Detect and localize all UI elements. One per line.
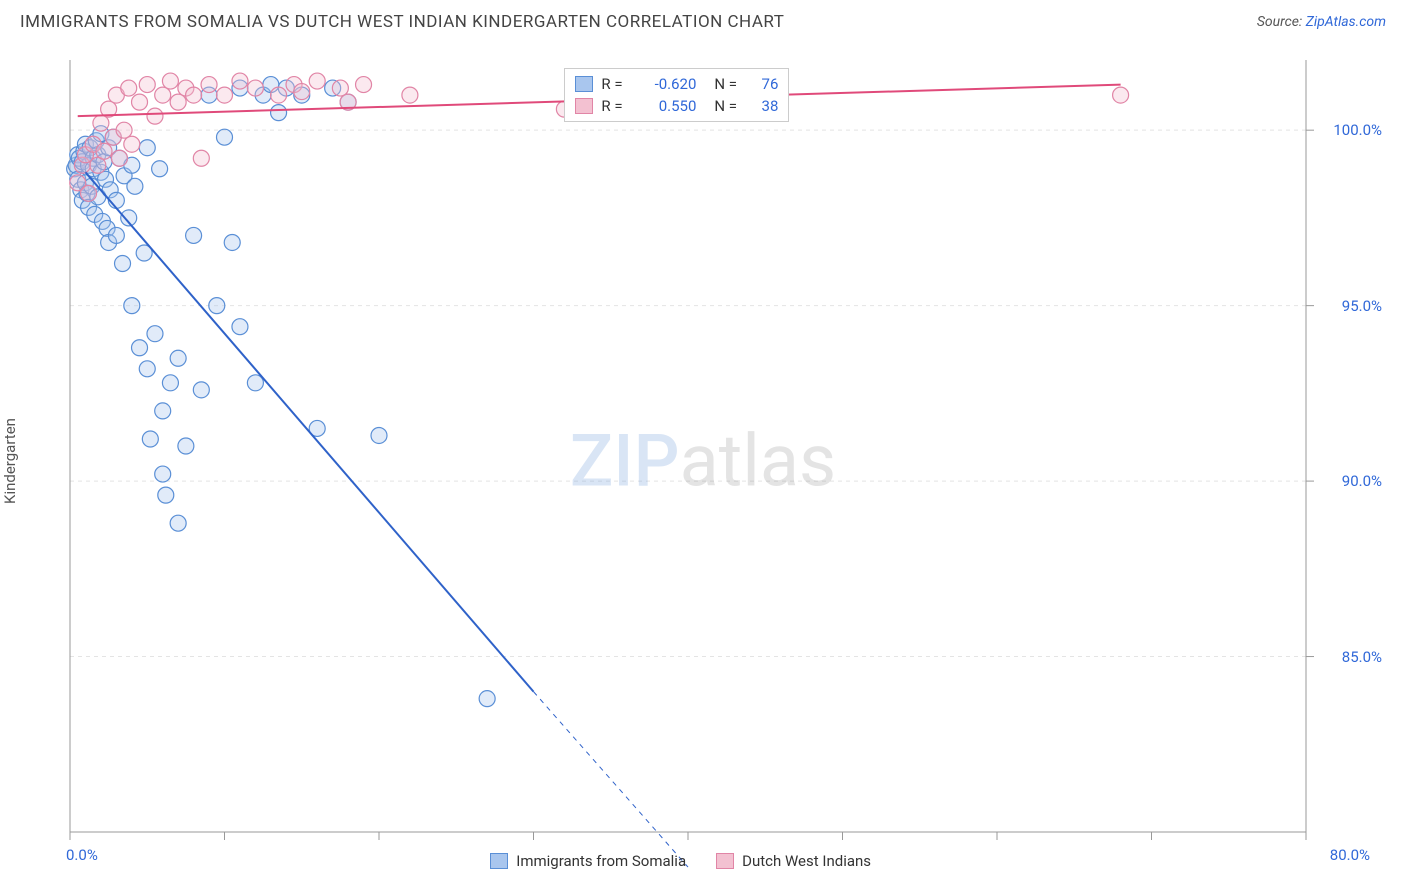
scatter-plot [60,50,1386,872]
n-label: N = [714,97,740,115]
y-tick-label: 95.0% [1342,297,1382,315]
r-value-dutch: 0.550 [631,97,696,115]
y-tick-label: 100.0% [1333,121,1382,139]
legend-swatch-dutch [575,98,593,114]
y-tick-label: 90.0% [1342,472,1382,490]
legend-item-somalia: Immigrants from Somalia [490,852,686,870]
legend-swatch-somalia-b [490,853,508,869]
legend-swatch-dutch-b [716,853,734,869]
y-axis-label: Kindergarten [1,418,19,504]
chart-source: Source: ZipAtlas.com [1257,14,1386,30]
legend-row-somalia: R = -0.620 N = 76 [575,73,778,95]
n-value-dutch: 38 [748,97,778,115]
x-tick-label-min: 0.0% [66,846,98,864]
legend-label-somalia: Immigrants from Somalia [516,852,686,870]
legend-item-dutch: Dutch West Indians [716,852,871,870]
source-prefix: Source: [1257,14,1306,30]
chart-title: IMMIGRANTS FROM SOMALIA VS DUTCH WEST IN… [20,12,784,32]
n-label: N = [714,75,740,93]
legend-row-dutch: R = 0.550 N = 38 [575,95,778,117]
legend-label-dutch: Dutch West Indians [742,852,871,870]
source-link[interactable]: ZipAtlas.com [1306,14,1386,30]
n-value-somalia: 76 [748,75,778,93]
r-value-somalia: -0.620 [631,75,696,93]
r-label: R = [601,75,623,93]
chart-header: IMMIGRANTS FROM SOMALIA VS DUTCH WEST IN… [0,0,1406,40]
x-tick-label-max: 80.0% [1330,846,1370,864]
legend-swatch-somalia [575,76,593,92]
chart-area: Kindergarten ZIPatlas R = -0.620 N = 76 … [20,50,1386,872]
y-tick-label: 85.0% [1342,648,1382,666]
r-label: R = [601,97,623,115]
series-legend: Immigrants from Somalia Dutch West India… [490,852,871,870]
correlation-legend: R = -0.620 N = 76 R = 0.550 N = 38 [564,68,789,122]
